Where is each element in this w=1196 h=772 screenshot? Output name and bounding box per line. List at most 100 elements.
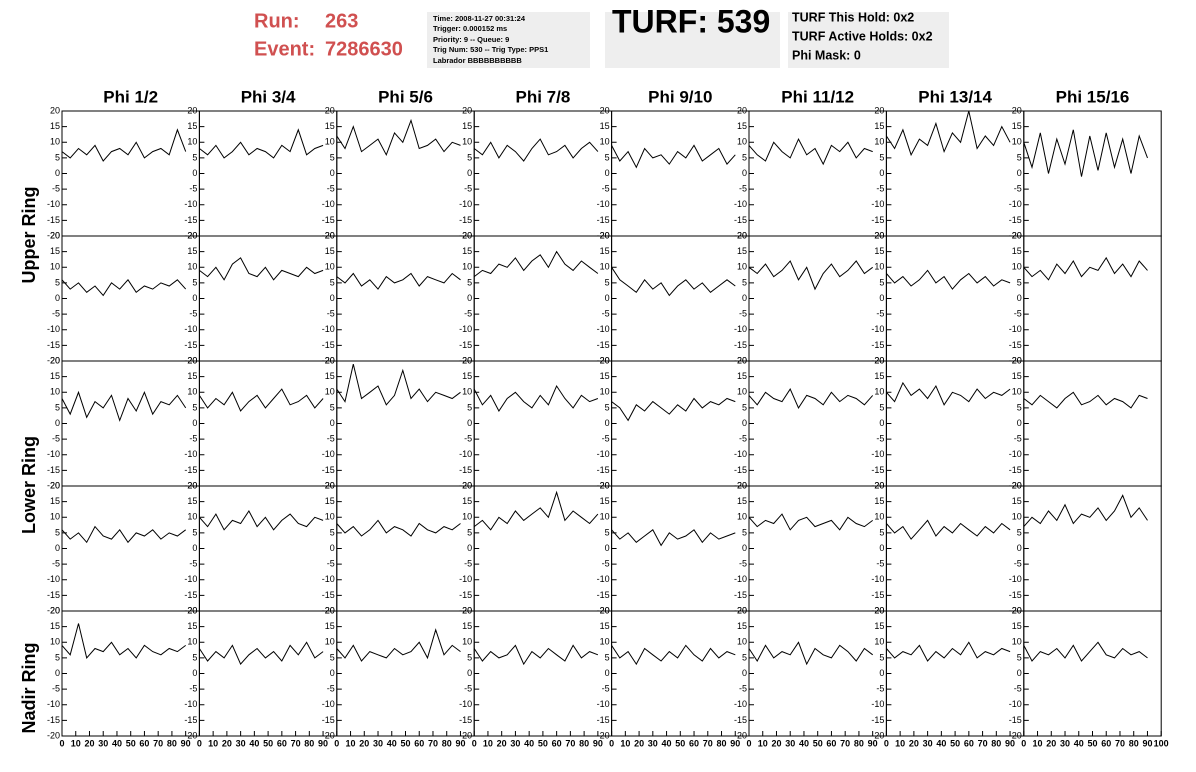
waveform bbox=[336, 628, 461, 662]
panel-frame bbox=[1023, 110, 1162, 237]
x-tick-label: 80 bbox=[717, 738, 727, 748]
y-tick-label: 5 bbox=[1017, 152, 1022, 162]
y-tick-label: 5 bbox=[467, 527, 472, 537]
column-label: Phi 1/2 bbox=[103, 87, 158, 106]
y-tick-label: 15 bbox=[462, 621, 472, 631]
y-tick-label: 20 bbox=[1012, 605, 1022, 615]
y-tick-label: 0 bbox=[605, 543, 610, 553]
y-tick-label: 10 bbox=[462, 387, 472, 397]
y-tick-label: -10 bbox=[871, 699, 884, 709]
panel-frame bbox=[748, 235, 887, 362]
y-tick-label: 20 bbox=[462, 355, 472, 365]
panel-frame bbox=[885, 235, 1025, 362]
y-tick-label: -20 bbox=[1009, 355, 1022, 365]
y-tick-label: -15 bbox=[184, 340, 197, 350]
y-tick-label: 15 bbox=[874, 496, 884, 506]
y-tick-label: 0 bbox=[467, 543, 472, 553]
x-tick-label: 0 bbox=[334, 738, 339, 748]
y-tick-label: -5 bbox=[52, 684, 60, 694]
waveform bbox=[1023, 494, 1148, 527]
waveform bbox=[473, 384, 599, 412]
y-tick-label: -20 bbox=[459, 355, 472, 365]
y-tick-label: -10 bbox=[47, 199, 60, 209]
y-tick-label: -15 bbox=[1009, 715, 1022, 725]
x-tick-label: 40 bbox=[662, 738, 672, 748]
y-tick-label: 0 bbox=[467, 293, 472, 303]
y-tick-label: 10 bbox=[187, 512, 197, 522]
y-tick-label: 0 bbox=[1017, 418, 1022, 428]
y-tick-label: -15 bbox=[597, 715, 610, 725]
y-tick-label: 0 bbox=[467, 168, 472, 178]
y-tick-label: -10 bbox=[734, 449, 747, 459]
panel-frame bbox=[748, 610, 887, 737]
y-tick-label: -5 bbox=[189, 309, 197, 319]
y-tick-label: -5 bbox=[327, 559, 335, 569]
y-tick-label: 20 bbox=[737, 480, 747, 490]
y-tick-label: 10 bbox=[874, 512, 884, 522]
waveform bbox=[1023, 256, 1148, 281]
x-tick-label: 90 bbox=[455, 738, 465, 748]
column-label: Phi 9/10 bbox=[648, 87, 712, 106]
x-tick-label: 90 bbox=[181, 738, 191, 748]
y-tick-label: -5 bbox=[739, 309, 747, 319]
y-tick-label: -10 bbox=[1009, 324, 1022, 334]
x-tick-label: 0 bbox=[197, 738, 202, 748]
panel-frame bbox=[1023, 610, 1162, 737]
y-tick-label: -5 bbox=[876, 559, 884, 569]
x-tick-label: 70 bbox=[1115, 738, 1125, 748]
y-tick-label: -10 bbox=[322, 574, 335, 584]
y-tick-label: 10 bbox=[600, 137, 610, 147]
y-tick-label: -10 bbox=[734, 199, 747, 209]
x-tick-label: 60 bbox=[1101, 738, 1111, 748]
x-tick-label: 60 bbox=[139, 738, 149, 748]
y-tick-label: -20 bbox=[734, 230, 747, 240]
y-tick-label: 10 bbox=[462, 262, 472, 272]
y-tick-label: -5 bbox=[327, 184, 335, 194]
column-label: Phi 13/14 bbox=[918, 87, 992, 106]
y-tick-label: -10 bbox=[47, 449, 60, 459]
y-tick-label: 10 bbox=[737, 262, 747, 272]
waveform bbox=[886, 269, 1011, 290]
waveform bbox=[886, 519, 1011, 540]
waveform bbox=[473, 490, 599, 531]
y-tick-label: 0 bbox=[55, 293, 60, 303]
panel-frame bbox=[611, 360, 750, 487]
y-tick-label: -20 bbox=[871, 730, 884, 740]
y-tick-label: -10 bbox=[322, 449, 335, 459]
y-tick-label: 0 bbox=[605, 293, 610, 303]
x-tick-label: 0 bbox=[609, 738, 614, 748]
y-tick-label: 0 bbox=[192, 168, 197, 178]
y-tick-label: -15 bbox=[734, 340, 747, 350]
y-tick-label: 20 bbox=[737, 230, 747, 240]
y-tick-label: -5 bbox=[739, 684, 747, 694]
y-tick-label: -20 bbox=[184, 230, 197, 240]
x-tick-label: 30 bbox=[1060, 738, 1070, 748]
y-tick-label: 10 bbox=[462, 637, 472, 647]
panel-frame bbox=[336, 610, 475, 737]
info-line: Time: 2008-11-27 00:31:24 bbox=[433, 14, 526, 23]
y-tick-label: -10 bbox=[459, 449, 472, 459]
waveform bbox=[61, 128, 187, 162]
panel-frame bbox=[61, 610, 200, 737]
y-tick-label: 15 bbox=[600, 246, 610, 256]
y-tick-label: -5 bbox=[1014, 434, 1022, 444]
x-tick-label: 50 bbox=[263, 738, 273, 748]
y-tick-label: -5 bbox=[1014, 684, 1022, 694]
y-tick-label: -10 bbox=[871, 574, 884, 584]
x-tick-label: 10 bbox=[1033, 738, 1043, 748]
y-tick-label: 5 bbox=[605, 152, 610, 162]
y-tick-label: 5 bbox=[467, 652, 472, 662]
y-tick-label: -20 bbox=[184, 605, 197, 615]
x-tick-label: 20 bbox=[771, 738, 781, 748]
y-tick-label: 0 bbox=[192, 543, 197, 553]
x-tick-label: 70 bbox=[291, 738, 301, 748]
waveform bbox=[1023, 391, 1148, 409]
y-tick-label: 0 bbox=[742, 418, 747, 428]
y-tick-label: 0 bbox=[605, 168, 610, 178]
y-tick-label: 20 bbox=[600, 230, 610, 240]
panel-frame bbox=[748, 110, 887, 237]
y-tick-label: 10 bbox=[1012, 637, 1022, 647]
y-tick-label: -20 bbox=[597, 730, 610, 740]
y-tick-label: 15 bbox=[50, 246, 60, 256]
y-tick-label: -10 bbox=[734, 699, 747, 709]
